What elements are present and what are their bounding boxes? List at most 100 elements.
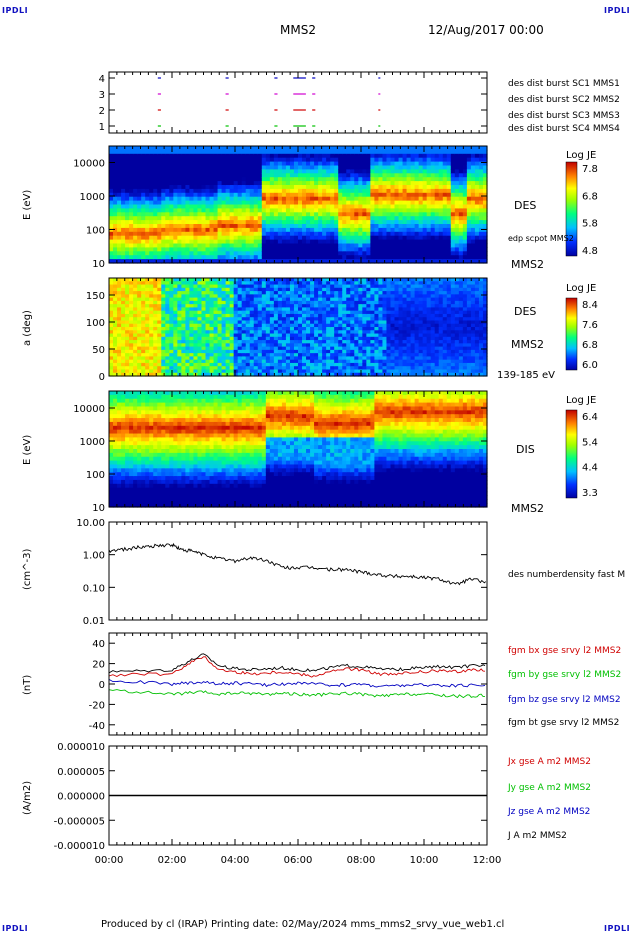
des-cell — [281, 216, 287, 221]
des-cell — [225, 216, 231, 221]
des-cell — [173, 243, 178, 248]
pad-cell — [201, 336, 207, 341]
des-cell — [374, 251, 380, 256]
pad-cell — [362, 340, 367, 344]
pad-cell — [213, 291, 219, 295]
des-cell — [462, 259, 468, 264]
pad-cell — [113, 356, 118, 361]
des-cell — [446, 188, 452, 194]
des-cell — [245, 200, 251, 206]
pad-cell — [205, 343, 211, 348]
des-cell — [334, 165, 339, 170]
des-cell — [189, 153, 195, 159]
des-cell — [414, 204, 420, 209]
pad-cell — [245, 281, 251, 286]
des-cell — [153, 235, 158, 241]
des-cell — [370, 196, 376, 202]
pad-cell — [189, 323, 195, 328]
pad-cell — [338, 333, 343, 338]
des-cell — [426, 192, 432, 198]
des-cell — [358, 243, 363, 248]
pad-cell — [289, 369, 295, 374]
des-cell — [141, 212, 146, 217]
des-cell — [418, 227, 424, 233]
pad-cell — [177, 307, 182, 312]
des-cell — [213, 161, 219, 167]
des-cell — [342, 177, 347, 182]
pad-cell — [354, 330, 359, 335]
pad-cell — [137, 310, 142, 315]
pad-cell — [221, 291, 227, 295]
des-cell — [221, 149, 227, 155]
pad-cell — [265, 372, 271, 377]
pad-cell — [318, 300, 323, 305]
des-cell — [386, 220, 392, 225]
des-cell — [394, 185, 400, 190]
des-cell — [293, 247, 299, 252]
pad-cell — [257, 323, 263, 328]
des-cell — [326, 192, 331, 198]
pad-cell — [241, 343, 247, 348]
pad-cell — [269, 333, 275, 338]
pad-cell — [253, 362, 259, 367]
des-cell — [318, 192, 323, 198]
des-cell — [149, 161, 154, 167]
pad-cell — [261, 278, 267, 282]
pad-cell — [269, 327, 275, 331]
des-cell — [209, 157, 215, 163]
des-cell — [318, 169, 323, 174]
pad-cell — [350, 294, 355, 299]
des-cell — [342, 169, 347, 174]
pad-cell — [229, 333, 235, 338]
des-cell — [362, 239, 367, 245]
des-cell — [205, 224, 211, 229]
pad-cell — [121, 362, 126, 367]
pad-cell — [265, 366, 271, 371]
des-cell — [482, 173, 488, 178]
des-cell — [354, 192, 359, 198]
des-cell — [177, 239, 182, 245]
pad-cell — [141, 349, 146, 354]
pad-cell — [302, 323, 307, 328]
des-cell — [185, 185, 191, 190]
pad-cell — [169, 317, 174, 322]
des-cell — [370, 169, 376, 174]
des-cell — [426, 157, 432, 163]
des-cell — [454, 251, 460, 256]
des-cell — [466, 161, 472, 167]
pad-cell — [137, 294, 142, 299]
des-cell — [197, 149, 203, 155]
pad-cell — [330, 284, 335, 289]
des-cell — [438, 212, 444, 217]
des-cell — [338, 212, 343, 217]
des-cell — [249, 204, 255, 209]
des-cell — [350, 220, 355, 225]
pad-cell — [117, 287, 122, 292]
des-cell — [253, 185, 259, 190]
pad-cell — [121, 323, 126, 328]
des-cell — [249, 177, 255, 182]
pad-cell — [273, 366, 279, 371]
des-cell — [422, 208, 428, 213]
des-cell — [298, 216, 303, 221]
des-cell — [314, 220, 319, 225]
des-cell — [306, 153, 311, 159]
des-cell — [157, 204, 162, 209]
des-cell — [306, 149, 311, 155]
pad-cell — [161, 284, 166, 289]
pad-cell — [137, 304, 142, 308]
pad-cell — [253, 327, 259, 331]
des-cell — [302, 227, 307, 233]
pad-cell — [285, 284, 291, 289]
des-cell — [330, 212, 335, 217]
des-cell — [173, 239, 178, 245]
des-cell — [269, 216, 275, 221]
pad-cell — [330, 307, 335, 312]
des-cell — [390, 185, 396, 190]
pad-cell — [362, 300, 367, 305]
des-cell — [209, 251, 215, 256]
des-cell — [225, 200, 231, 206]
des-cell — [253, 227, 259, 233]
pad-cell — [161, 330, 166, 335]
pad-cell — [113, 307, 118, 312]
